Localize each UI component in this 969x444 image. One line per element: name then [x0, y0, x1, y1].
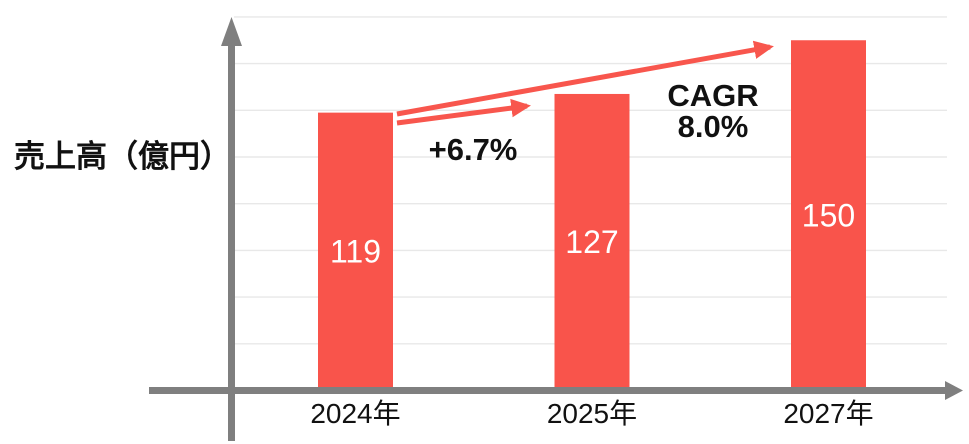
cagr-label-line1: CAGR	[667, 78, 758, 113]
y-axis-arrowhead-icon	[221, 17, 242, 46]
bar	[791, 40, 866, 391]
x-tick-label: 2024年	[310, 398, 400, 429]
bar-value-label: 127	[565, 224, 618, 260]
growth-arrow-2025-icon	[396, 98, 531, 126]
bar-value-label: 150	[802, 197, 855, 233]
y-axis-title: 売上高（億円）	[14, 139, 231, 174]
x-tick-label: 2025年	[547, 398, 637, 429]
axes	[149, 17, 963, 441]
bar	[318, 112, 393, 391]
bar-value-label: 119	[330, 234, 381, 270]
bar	[554, 93, 630, 391]
bars: 119 127 150	[318, 40, 866, 391]
x-axis-labels: 2024年 2025年 2027年	[310, 398, 873, 429]
x-tick-label: 2027年	[783, 398, 873, 429]
x-axis-arrowhead-icon	[945, 381, 963, 400]
growth-arrow-2027-icon	[396, 40, 774, 117]
growth-rate-label: +6.7%	[429, 132, 518, 167]
cagr-label-line2: 8.0%	[678, 109, 749, 144]
